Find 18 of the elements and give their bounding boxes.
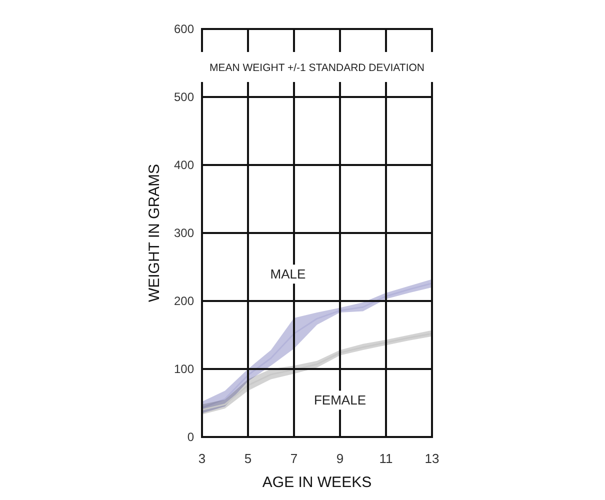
x-tick-label: 11	[379, 451, 393, 466]
x-tick-label: 7	[290, 451, 298, 466]
y-tick-label: 100	[174, 362, 194, 376]
x-tick-label: 9	[336, 451, 344, 466]
x-axis-title: AGE IN WEEKS	[262, 474, 372, 491]
text: FEMALE	[314, 392, 366, 408]
text: MALE	[270, 266, 306, 282]
x-tick-label: 13	[424, 451, 440, 466]
y-tick-label: 200	[174, 294, 194, 308]
x-tick-label: 3	[198, 451, 206, 466]
y-tick-label: 300	[174, 226, 194, 240]
y-axis-title: WEIGHT IN GRAMS	[146, 164, 163, 302]
y-tick-label: 400	[174, 158, 194, 172]
y-tick-label: 0	[187, 430, 194, 444]
x-tick-label: 5	[244, 451, 252, 466]
y-tick-label: 600	[174, 22, 194, 36]
y-tick-label: 500	[174, 90, 194, 104]
text: MEAN WEIGHT +/-1 STANDARD DEVIATION	[210, 62, 424, 74]
